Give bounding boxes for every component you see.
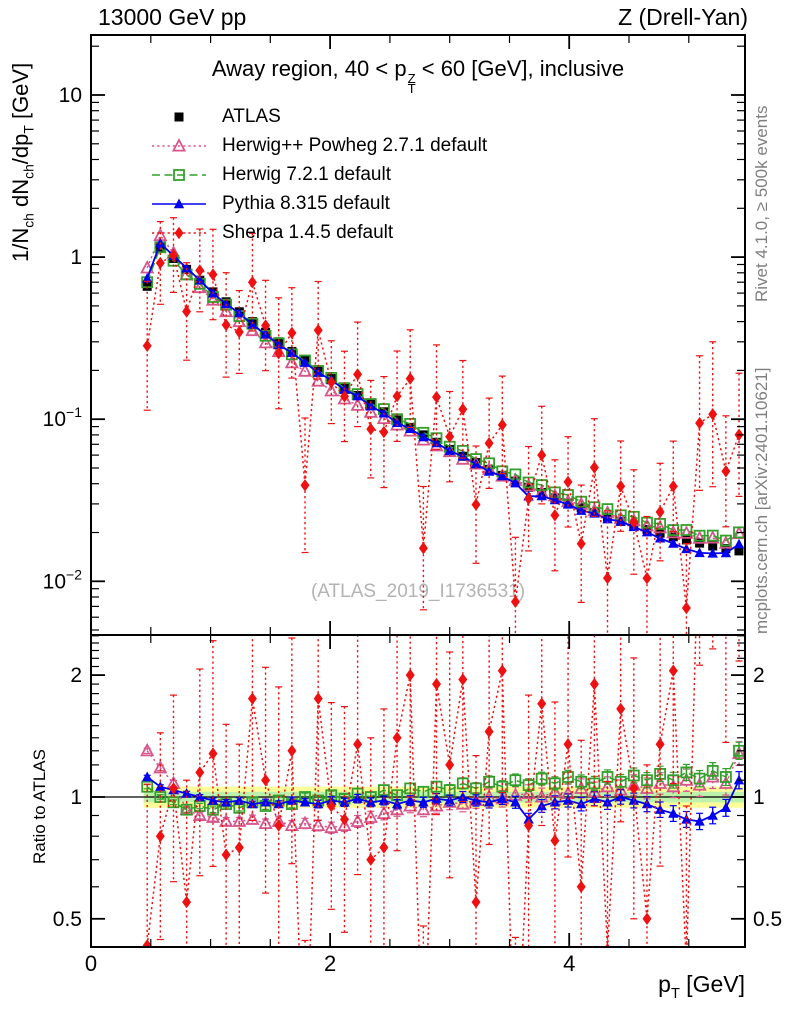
- analysis-watermark: (ATLAS_2019_I1736531): [310, 581, 526, 602]
- svg-text:10−2: 10−2: [43, 566, 83, 593]
- legend-item: ATLAS: [150, 102, 487, 131]
- svg-text:2: 2: [324, 951, 336, 976]
- beam-energy-label: 13000 GeV pp: [98, 4, 247, 30]
- legend-marker-triangle-open: [150, 135, 208, 157]
- svg-text:1: 1: [70, 246, 82, 269]
- legend-marker-square-open: [150, 164, 208, 186]
- svg-text:10: 10: [59, 84, 82, 107]
- legend-label: Sherpa 1.4.5 default: [222, 221, 394, 243]
- legend-label: ATLAS: [222, 105, 281, 127]
- legend-item: Sherpa 1.4.5 default: [150, 218, 487, 247]
- legend-label: Pythia 8.315 default: [222, 192, 390, 214]
- legend-marker-diamond-filled: [150, 222, 208, 244]
- svg-text:2: 2: [70, 664, 82, 687]
- svg-text:1: 1: [753, 786, 765, 809]
- ratio-y-axis-label: Ratio to ATLAS: [30, 749, 49, 864]
- mcplots-reference: mcplots.cern.ch [arXiv:2401.10621]: [752, 367, 771, 634]
- process-label: Z (Drell-Yan): [618, 4, 748, 30]
- svg-text:0.5: 0.5: [753, 908, 782, 931]
- legend-label: Herwig++ Powheg 2.7.1 default: [222, 134, 488, 156]
- svg-text:0: 0: [85, 951, 97, 976]
- svg-text:10−1: 10−1: [43, 404, 83, 431]
- legend-item: Herwig++ Powheg 2.7.1 default: [150, 131, 487, 160]
- legend-marker-triangle-filled: [150, 193, 208, 215]
- rivet-version-note: Rivet 4.1.0, ≥ 500k events: [752, 105, 771, 302]
- svg-text:2: 2: [753, 664, 765, 687]
- y-axis-label: 1/Nch dNch/dpT [GeV]: [8, 62, 37, 262]
- svg-text:1: 1: [70, 786, 82, 809]
- main-panel-series: [140, 217, 745, 635]
- legend-item: Pythia 8.315 default: [150, 189, 487, 218]
- ratio-panel-series: [140, 635, 745, 947]
- ratio-panel-frame: [90, 634, 746, 948]
- svg-text:4: 4: [563, 951, 575, 976]
- legend-label: Herwig 7.2.1 default: [222, 163, 391, 185]
- svg-text:0.5: 0.5: [53, 908, 82, 931]
- legend: ATLAS Herwig++ Powheg 2.7.1 default Herwig…: [150, 102, 487, 247]
- legend-marker-square-filled: [150, 106, 208, 128]
- x-axis-label: pT [GeV]: [658, 971, 745, 1002]
- legend-item: Herwig 7.2.1 default: [150, 160, 487, 189]
